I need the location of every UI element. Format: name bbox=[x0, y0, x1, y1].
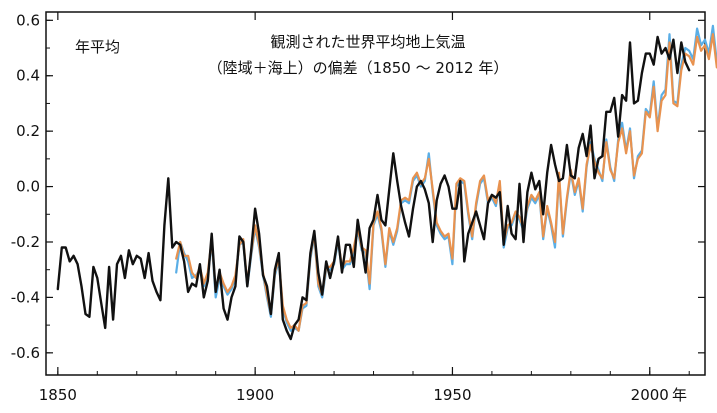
y-tick-label: 0.4 bbox=[16, 67, 40, 85]
y-tick-label: 0.2 bbox=[16, 122, 40, 140]
y-tick-label: 0.6 bbox=[16, 11, 40, 29]
y-tick-label: -0.2 bbox=[11, 233, 40, 251]
chart-subtitle: （陸域＋海上）の偏差（1850 ～ 2012 年） bbox=[208, 59, 509, 77]
y-axis: -0.6 -0.4 -0.2 0.0 0.2 0.4 0.6 bbox=[11, 11, 705, 362]
series-layer bbox=[56, 24, 717, 341]
y-tick-label: -0.4 bbox=[11, 288, 40, 306]
x-tick-label: 1950 bbox=[433, 386, 471, 404]
y-tick-label: -0.6 bbox=[11, 344, 40, 362]
series-line-0 bbox=[56, 35, 691, 341]
x-tick-label: 1850 bbox=[39, 386, 77, 404]
annual-mean-label: 年平均 bbox=[75, 38, 120, 56]
x-tick-label: 2000 bbox=[631, 386, 669, 404]
plot-frame bbox=[45, 11, 706, 376]
x-tick-label: 1900 bbox=[236, 386, 274, 404]
chart-title: 観測された世界平均地上気温 bbox=[270, 33, 465, 51]
x-axis: 1850 1900 1950 2000 bbox=[39, 12, 690, 404]
y-tick-label: 0.0 bbox=[16, 178, 40, 196]
x-axis-unit-label: 年 bbox=[672, 386, 687, 404]
